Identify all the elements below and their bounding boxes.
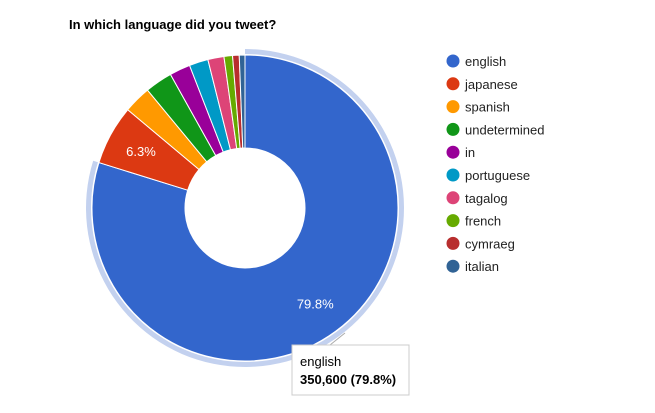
legend-swatch-spanish (446, 100, 460, 114)
legend-label-portuguese[interactable]: portuguese (465, 168, 530, 183)
legend-label-italian[interactable]: italian (465, 259, 499, 274)
legend-label-french[interactable]: french (465, 214, 501, 229)
legend-label-cymraeg[interactable]: cymraeg (465, 236, 515, 251)
legend-label-in[interactable]: in (465, 145, 475, 160)
slice-labels: 79.8% 6.3% (126, 144, 334, 311)
legend-swatch-tagalog (446, 191, 460, 205)
legend-swatch-portuguese (446, 168, 460, 182)
slice-italian[interactable] (238, 54, 246, 149)
legend-swatch-french (446, 214, 460, 228)
slice-label-japanese: 6.3% (126, 144, 156, 159)
tooltip-label: english (300, 354, 341, 369)
legend-label-undetermined[interactable]: undetermined (465, 122, 545, 137)
legend-label-english[interactable]: english (465, 54, 506, 69)
legend-swatch-undetermined (446, 122, 460, 136)
tooltip-pointer (329, 332, 346, 346)
legend-swatch-japanese (446, 77, 460, 91)
legend-swatch-cymraeg (446, 236, 460, 250)
legend-label-japanese[interactable]: japanese (464, 77, 518, 92)
legend-label-tagalog[interactable]: tagalog (465, 191, 508, 206)
legend-swatch-english (446, 54, 460, 68)
legend-swatch-italian (446, 259, 460, 273)
chart-title: In which language did you tweet? (69, 17, 276, 32)
slice-english[interactable] (91, 54, 399, 362)
legend-swatch-in (446, 145, 460, 159)
tooltip-value: 350,600 (79.8%) (300, 372, 396, 387)
legend-label-spanish[interactable]: spanish (465, 100, 510, 115)
tooltip-box (291, 344, 410, 396)
tooltip: english 350,600 (79.8%) (291, 332, 410, 396)
pie-slices (85, 49, 404, 367)
slice-label-english: 79.8% (297, 296, 334, 311)
legend: english japanese spanish undetermined in port… (446, 54, 545, 274)
